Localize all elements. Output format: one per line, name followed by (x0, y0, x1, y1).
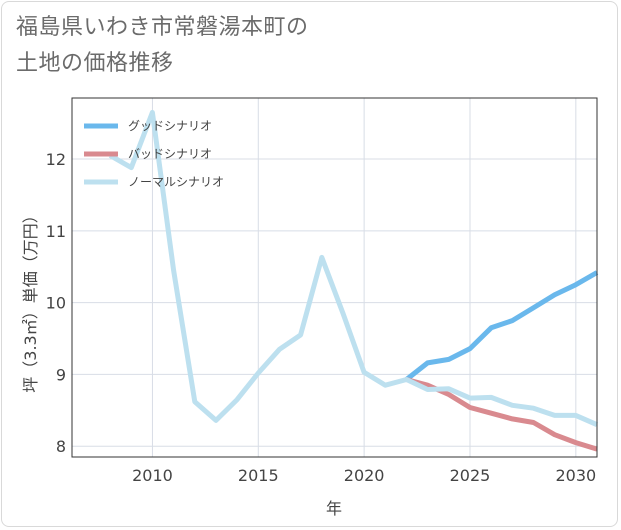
x-axis-label: 年 (326, 499, 342, 518)
chart-series (108, 109, 599, 452)
x-axis-ticks: 2010 2015 2020 2025 2030 (132, 466, 596, 485)
y-tick-label: 10 (46, 294, 66, 313)
legend-label-bad: バッドシナリオ (128, 147, 212, 161)
series-line-good (404, 270, 599, 382)
y-axis-ticks: 8 9 10 11 12 (46, 150, 66, 456)
y-axis-label: 坪（3.3㎡）単価（万円） (21, 207, 40, 392)
chart-title: 福島県いわき市常磐湯本町の 土地の価格推移 (16, 10, 436, 82)
x-tick-label: 2015 (238, 466, 279, 485)
chart-title-line-2: 土地の価格推移 (16, 51, 174, 76)
y-tick-label: 11 (46, 222, 66, 241)
chart-gridlines (72, 98, 597, 457)
x-tick-label: 2030 (555, 466, 596, 485)
x-tick-label: 2010 (132, 466, 173, 485)
y-tick-label: 12 (46, 150, 66, 169)
legend-label-good: グッドシナリオ (128, 119, 212, 133)
chart-title-line-1: 福島県いわき市常磐湯本町の (16, 15, 309, 40)
series-line-normal (108, 109, 599, 427)
legend-label-normal: ノーマルシナリオ (128, 175, 224, 189)
y-tick-label: 9 (56, 365, 66, 384)
plot-frame (71, 97, 598, 458)
plot-border (71, 97, 598, 458)
x-tick-label: 2020 (344, 466, 385, 485)
y-tick-label: 8 (56, 437, 66, 456)
x-tick-label: 2025 (450, 466, 491, 485)
